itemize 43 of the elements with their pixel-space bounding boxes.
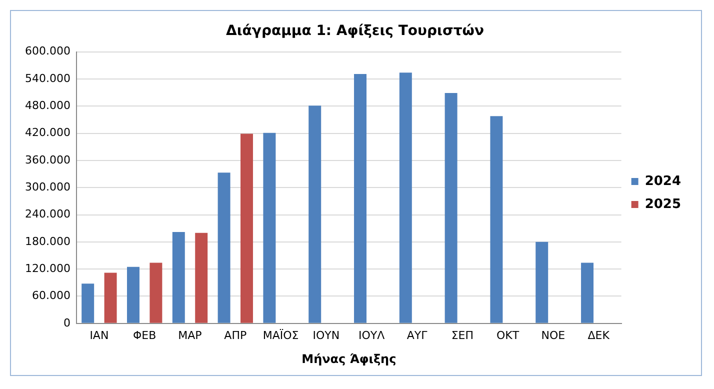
bar xyxy=(127,266,140,323)
chart-title: Διάγραμμα 1: Αφίξεις Τουριστών xyxy=(226,23,484,40)
y-tick-label: 600.000 xyxy=(24,44,70,58)
x-tick-label: ΙΟΥΝ xyxy=(312,328,340,342)
bar xyxy=(263,132,276,323)
legend-label: 2024 xyxy=(644,174,682,189)
bar xyxy=(218,172,230,323)
y-tick-label: 420.000 xyxy=(24,126,70,140)
y-tick-label: 480.000 xyxy=(24,98,70,112)
y-tick-label: 0 xyxy=(63,316,70,330)
y-tick-label: 540.000 xyxy=(24,72,70,85)
x-tick-label: ΜΑΪΟΣ xyxy=(262,328,299,342)
x-tick-label: ΟΚΤ xyxy=(496,328,520,342)
x-tick-label: ΣΕΠ xyxy=(451,328,474,342)
bar xyxy=(150,262,162,323)
bar xyxy=(399,72,412,323)
x-tick-label: ΑΥΓ xyxy=(406,328,428,342)
bar xyxy=(581,262,594,323)
x-tick-label: ΔΕΚ xyxy=(588,328,610,342)
x-tick-label: ΜΑΡ xyxy=(178,328,202,342)
y-tick-label: 60.000 xyxy=(32,289,70,302)
x-axis-title: Μήνας Άφιξης xyxy=(302,352,396,366)
bar xyxy=(104,272,117,323)
y-tick-label: 300.000 xyxy=(24,180,70,194)
y-tick-label: 180.000 xyxy=(24,234,70,248)
bar xyxy=(354,74,366,323)
x-tick-label: ΙΑΝ xyxy=(90,328,109,342)
bar xyxy=(536,242,548,323)
bar xyxy=(490,116,503,323)
bar xyxy=(240,134,253,323)
x-tick-label: ΙΟΥΛ xyxy=(358,328,386,342)
bar xyxy=(308,106,322,323)
legend-label: 2025 xyxy=(644,196,682,212)
bar xyxy=(172,232,185,323)
y-tick-label: 360.000 xyxy=(24,153,70,166)
bar xyxy=(444,92,458,323)
x-tick-label: ΑΠΡ xyxy=(224,328,247,342)
x-tick-label: ΝΟΕ xyxy=(541,328,566,342)
bar xyxy=(82,284,94,323)
x-tick-label: ΦΕΒ xyxy=(133,328,156,342)
y-tick-label: 120.000 xyxy=(24,262,70,275)
y-tick-label: 240.000 xyxy=(24,208,70,221)
bar xyxy=(195,232,208,323)
